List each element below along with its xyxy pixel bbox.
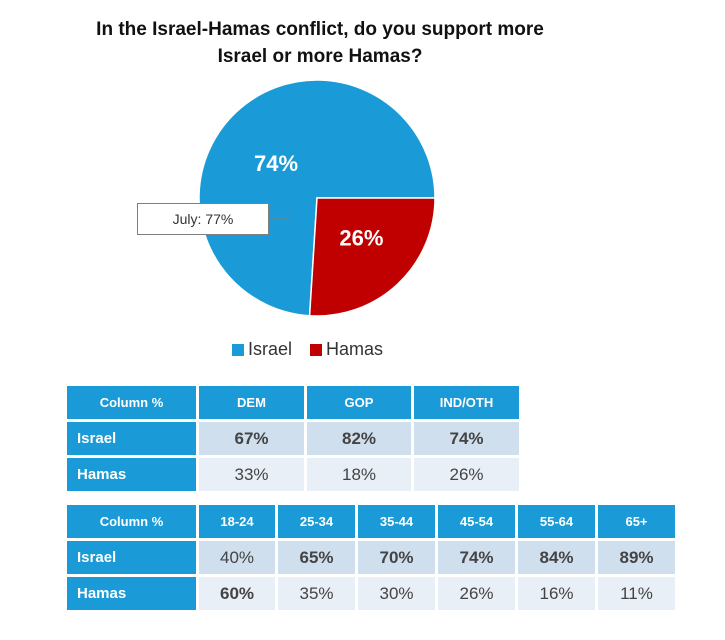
row-label-hamas: Hamas xyxy=(67,577,196,610)
table-cell: 74% xyxy=(414,422,519,455)
legend-swatch-israel xyxy=(232,343,244,356)
column-header-dem: DEM xyxy=(199,386,304,419)
row-label-israel: Israel xyxy=(67,422,196,455)
legend-item-israel: Israel xyxy=(232,339,292,360)
column-header-45-54: 45-54 xyxy=(438,505,515,538)
table-cell: 84% xyxy=(518,541,595,574)
table-corner-header: Column % xyxy=(67,505,196,538)
row-label-hamas: Hamas xyxy=(67,458,196,491)
table-cell: 33% xyxy=(199,458,304,491)
table-cell: 70% xyxy=(358,541,435,574)
chart-title: In the Israel-Hamas conflict, do you sup… xyxy=(40,16,600,70)
pie-slice-hamas xyxy=(308,197,436,317)
chart-legend: Israel Hamas xyxy=(232,339,401,360)
column-header-65-plus: 65+ xyxy=(598,505,675,538)
data-label-hamas: 26% xyxy=(339,225,383,250)
column-header-18-24: 18-24 xyxy=(199,505,275,538)
table-corner-header: Column % xyxy=(67,386,196,419)
table-cell: 16% xyxy=(518,577,595,610)
table-cell: 82% xyxy=(307,422,411,455)
chart-title-line-1: In the Israel-Hamas conflict, do you sup… xyxy=(96,19,544,40)
table-cell: 65% xyxy=(278,541,355,574)
legend-label-hamas: Hamas xyxy=(326,339,384,359)
july-callout: July: 77% xyxy=(137,203,269,235)
table-cell: 26% xyxy=(438,577,515,610)
table-cell: 11% xyxy=(598,577,675,610)
column-header-25-34: 25-34 xyxy=(278,505,355,538)
data-label-israel: 74% xyxy=(254,151,298,176)
legend-label-israel: Israel xyxy=(248,339,293,359)
column-header-ind-oth: IND/OTH xyxy=(414,386,519,419)
table-cell: 26% xyxy=(414,458,519,491)
chart-title-line-2: Israel or more Hamas? xyxy=(217,46,423,67)
legend-item-hamas: Hamas xyxy=(310,339,383,360)
pie-chart: 74% 26% xyxy=(198,79,436,317)
column-header-55-64: 55-64 xyxy=(518,505,595,538)
legend-swatch-hamas xyxy=(310,343,323,356)
table-cell: 74% xyxy=(438,541,515,574)
table-cell: 60% xyxy=(199,577,275,610)
table-cell: 18% xyxy=(307,458,411,491)
column-header-gop: GOP xyxy=(307,386,411,419)
column-header-35-44: 35-44 xyxy=(358,505,435,538)
table-cell: 67% xyxy=(199,422,304,455)
table-cell: 89% xyxy=(598,541,675,574)
table-cell: 40% xyxy=(199,541,275,574)
table-cell: 30% xyxy=(358,577,435,610)
table-cell: 35% xyxy=(278,577,355,610)
age-crosstab: Column % 18-24 25-34 35-44 45-54 55-64 6… xyxy=(64,502,678,613)
party-crosstab: Column % DEM GOP IND/OTH Israel 67% 82% … xyxy=(64,383,522,494)
row-label-israel: Israel xyxy=(67,541,196,574)
